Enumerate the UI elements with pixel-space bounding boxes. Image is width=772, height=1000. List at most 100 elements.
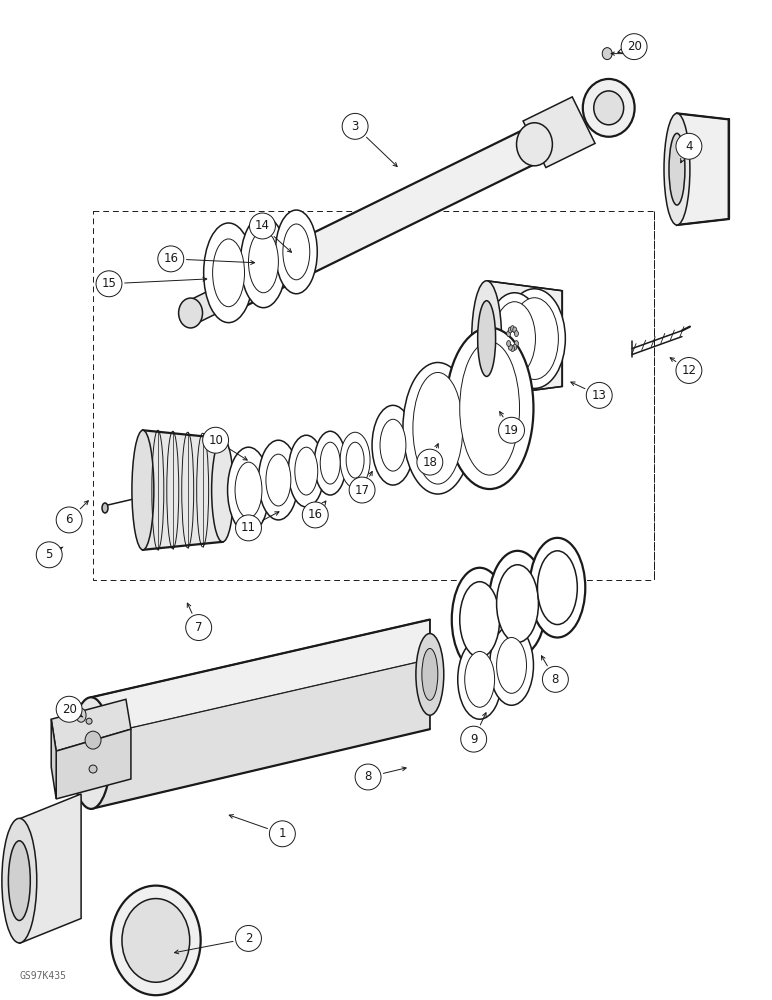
Ellipse shape — [276, 210, 317, 294]
Ellipse shape — [445, 328, 533, 489]
Circle shape — [417, 449, 443, 475]
Circle shape — [249, 213, 276, 239]
Ellipse shape — [314, 431, 346, 495]
Polygon shape — [91, 620, 430, 737]
Text: 20: 20 — [62, 703, 76, 716]
Circle shape — [303, 502, 328, 528]
Ellipse shape — [76, 708, 86, 722]
Ellipse shape — [71, 697, 111, 809]
Circle shape — [499, 417, 524, 443]
Ellipse shape — [259, 440, 298, 520]
Ellipse shape — [413, 372, 462, 484]
Ellipse shape — [228, 447, 269, 533]
Ellipse shape — [79, 717, 103, 789]
Polygon shape — [208, 128, 543, 317]
Circle shape — [203, 427, 229, 453]
Ellipse shape — [513, 344, 516, 350]
Ellipse shape — [537, 551, 577, 625]
Circle shape — [186, 615, 212, 640]
Ellipse shape — [508, 327, 513, 333]
Ellipse shape — [2, 818, 37, 943]
Ellipse shape — [669, 133, 685, 205]
Ellipse shape — [594, 91, 624, 125]
Circle shape — [56, 696, 82, 722]
Ellipse shape — [508, 344, 513, 350]
Text: 2: 2 — [245, 932, 252, 945]
Text: 11: 11 — [241, 521, 256, 534]
Text: 6: 6 — [66, 513, 73, 526]
Ellipse shape — [212, 438, 234, 542]
Text: 19: 19 — [504, 424, 519, 437]
Circle shape — [342, 113, 368, 139]
Circle shape — [235, 515, 262, 541]
Text: 16: 16 — [163, 252, 178, 265]
Polygon shape — [486, 281, 562, 396]
Ellipse shape — [510, 326, 514, 332]
Ellipse shape — [111, 886, 201, 995]
Ellipse shape — [422, 648, 438, 700]
Polygon shape — [56, 729, 131, 799]
Ellipse shape — [380, 419, 406, 471]
Bar — [93, 211, 654, 580]
Ellipse shape — [530, 538, 585, 638]
Ellipse shape — [465, 651, 495, 707]
Circle shape — [56, 507, 82, 533]
Ellipse shape — [416, 634, 444, 715]
Text: 8: 8 — [552, 673, 559, 686]
Polygon shape — [91, 659, 430, 809]
Text: 8: 8 — [364, 770, 372, 783]
Ellipse shape — [602, 48, 612, 60]
Circle shape — [36, 542, 63, 568]
Text: 9: 9 — [470, 733, 477, 746]
Ellipse shape — [320, 442, 340, 484]
Ellipse shape — [458, 639, 502, 719]
Circle shape — [621, 34, 647, 60]
Ellipse shape — [510, 346, 514, 352]
Circle shape — [269, 821, 296, 847]
Ellipse shape — [340, 432, 370, 488]
Text: 18: 18 — [422, 456, 437, 469]
Circle shape — [96, 271, 122, 297]
Text: 10: 10 — [208, 434, 223, 447]
Text: 12: 12 — [682, 364, 696, 377]
Polygon shape — [677, 113, 729, 225]
Ellipse shape — [506, 341, 510, 347]
Text: 13: 13 — [592, 389, 607, 402]
Ellipse shape — [664, 113, 690, 225]
Circle shape — [355, 764, 381, 790]
Ellipse shape — [489, 626, 533, 705]
Ellipse shape — [472, 281, 502, 396]
Text: 17: 17 — [354, 484, 370, 497]
Text: 20: 20 — [627, 40, 642, 53]
Ellipse shape — [8, 841, 30, 920]
Ellipse shape — [178, 298, 202, 328]
Ellipse shape — [486, 293, 543, 384]
Ellipse shape — [266, 454, 291, 506]
Text: GS97K435: GS97K435 — [19, 971, 66, 981]
Ellipse shape — [493, 302, 536, 375]
Circle shape — [676, 133, 702, 159]
Ellipse shape — [452, 568, 507, 671]
Ellipse shape — [85, 731, 101, 749]
Text: 15: 15 — [102, 277, 117, 290]
Ellipse shape — [289, 435, 324, 507]
Ellipse shape — [514, 341, 519, 347]
Text: 5: 5 — [46, 548, 53, 561]
Circle shape — [586, 382, 612, 408]
Circle shape — [349, 477, 375, 503]
Circle shape — [676, 358, 702, 383]
Ellipse shape — [102, 503, 108, 513]
Ellipse shape — [241, 216, 286, 308]
Text: 16: 16 — [308, 508, 323, 521]
Ellipse shape — [403, 362, 472, 494]
Ellipse shape — [514, 331, 519, 337]
Ellipse shape — [295, 447, 318, 495]
Ellipse shape — [496, 565, 538, 642]
Ellipse shape — [503, 289, 565, 388]
Ellipse shape — [496, 638, 527, 693]
Ellipse shape — [89, 765, 97, 773]
Polygon shape — [51, 699, 131, 751]
Ellipse shape — [506, 331, 510, 337]
Ellipse shape — [283, 224, 310, 280]
Ellipse shape — [122, 899, 190, 982]
